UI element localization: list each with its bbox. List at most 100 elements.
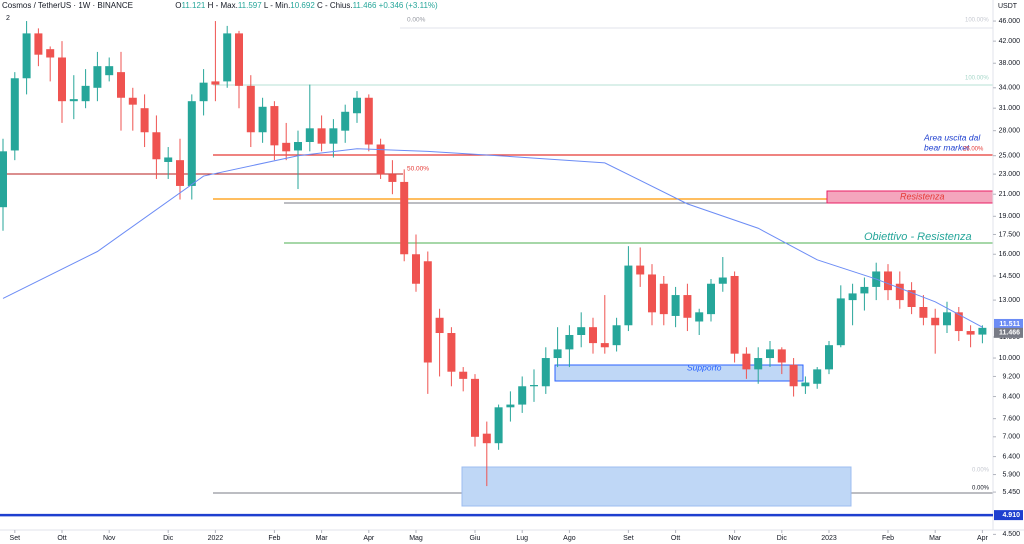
symbol: Cosmos / TetherUS · 1W · BINANCE [2,1,133,10]
x-tick-label: Nov [728,535,741,542]
y-tick-label: 38.000 [999,60,1021,67]
x-tick-label: Dic [777,535,788,542]
candle-body [376,144,385,175]
y-tick-label: 16.000 [999,251,1021,258]
fib-label: 0.00% [407,17,426,24]
annotation: Obiettivo - Resistenza [864,231,972,243]
candle-body [176,160,184,186]
candle-body [105,66,114,76]
candle-body [34,33,43,55]
x-tick-label: Set [10,535,21,542]
candle-body [46,49,55,58]
candle-body [895,283,904,301]
candle-body [612,325,621,346]
candle-body [294,142,302,151]
fib-label: 50.00% [407,166,429,173]
price-tag [994,510,1023,521]
ohlc-label: C - Chius. [317,1,353,10]
fib-label: 0.00% [972,486,990,492]
candle-body [518,386,527,405]
candle-body [565,334,574,350]
x-tick-label: Mar [929,535,942,542]
candle-body [447,333,456,372]
y-tick-label: 9.200 [1002,373,1020,380]
candle-body [600,343,609,348]
y-tick-label: 13.000 [999,297,1021,304]
candle-body [341,111,350,131]
ohlc-label: O [175,1,181,10]
candle-body [388,174,397,182]
candle-body [636,265,645,275]
y-tick-label: 19.000 [999,213,1021,220]
candle-body [400,181,409,255]
fib-label: 100.00% [965,18,989,24]
y-tick-label: 46.000 [999,18,1021,25]
candle-body [494,407,503,444]
x-tick-label: Dic [163,535,174,542]
y-tick-label: 6.400 [1002,453,1020,460]
y-tick-label: 8.400 [1002,393,1020,400]
y-tick-label: 5.450 [1002,489,1020,496]
y-tick-label: 31.000 [999,105,1021,112]
support-box [554,364,804,382]
x-tick-label: Feb [268,535,280,542]
candle-body [282,142,291,152]
price-tag-label: 11.511 [999,321,1020,328]
candle-body [943,312,951,326]
candle-body [435,317,444,334]
candle-body [966,331,975,335]
marks [0,21,993,517]
candle-body [305,128,314,143]
candle-body [69,99,78,102]
candle-body [128,97,137,105]
annotation: bear market [924,142,970,152]
x-tick-label: Ott [57,535,66,542]
candle-body [211,81,220,85]
candle-body [777,349,786,363]
candle-body [978,327,987,335]
price-tag [994,327,1023,338]
candle-body [199,82,208,102]
candle-body [718,277,727,284]
candle-body [187,101,196,186]
candle-body [671,295,680,316]
x-tick-label: 2022 [208,535,224,542]
x-tick-label: Set [623,535,634,542]
x-tick-label: Lug [516,535,528,542]
x-tick-label: Apr [977,535,989,542]
candle-body [801,382,810,387]
candle-body [10,78,19,151]
indicator-count: 2 [6,15,10,22]
candle-body [683,295,692,318]
candle-body [423,261,432,363]
candle-body [258,106,267,133]
y-tick-label: 10.000 [999,355,1021,362]
candle-body [0,151,7,208]
ohlc-label: L - Min. [264,1,290,10]
candle-body [530,385,538,387]
candle-body [577,327,586,335]
zone-box [461,466,852,507]
ohlc-label: H - Max. [208,1,238,10]
candle-body [364,97,373,145]
x-tick-label: Apr [363,535,375,542]
fib-label: 0.00% [972,468,990,474]
y-tick-label: 7.000 [1002,434,1020,441]
ohlc-value: 11.597 [238,1,262,10]
candle-body [860,286,869,294]
x-tick-label: Ago [563,535,576,542]
candle-body [954,312,963,332]
change: +0.346 (+3.11%) [379,1,438,10]
candle-body [730,275,739,354]
annotation: Resistenza [900,191,945,201]
y-tick-label: 25.000 [999,153,1021,160]
candle-body [223,33,232,82]
candle-body [482,433,491,444]
x-tick-label: Feb [882,535,894,542]
x-tick-label: Mar [316,535,329,542]
candle-body [471,378,479,437]
candle-body [140,108,149,133]
fib-label: 25.00% [963,147,984,153]
ohlc-value: 11.121 [181,1,205,10]
